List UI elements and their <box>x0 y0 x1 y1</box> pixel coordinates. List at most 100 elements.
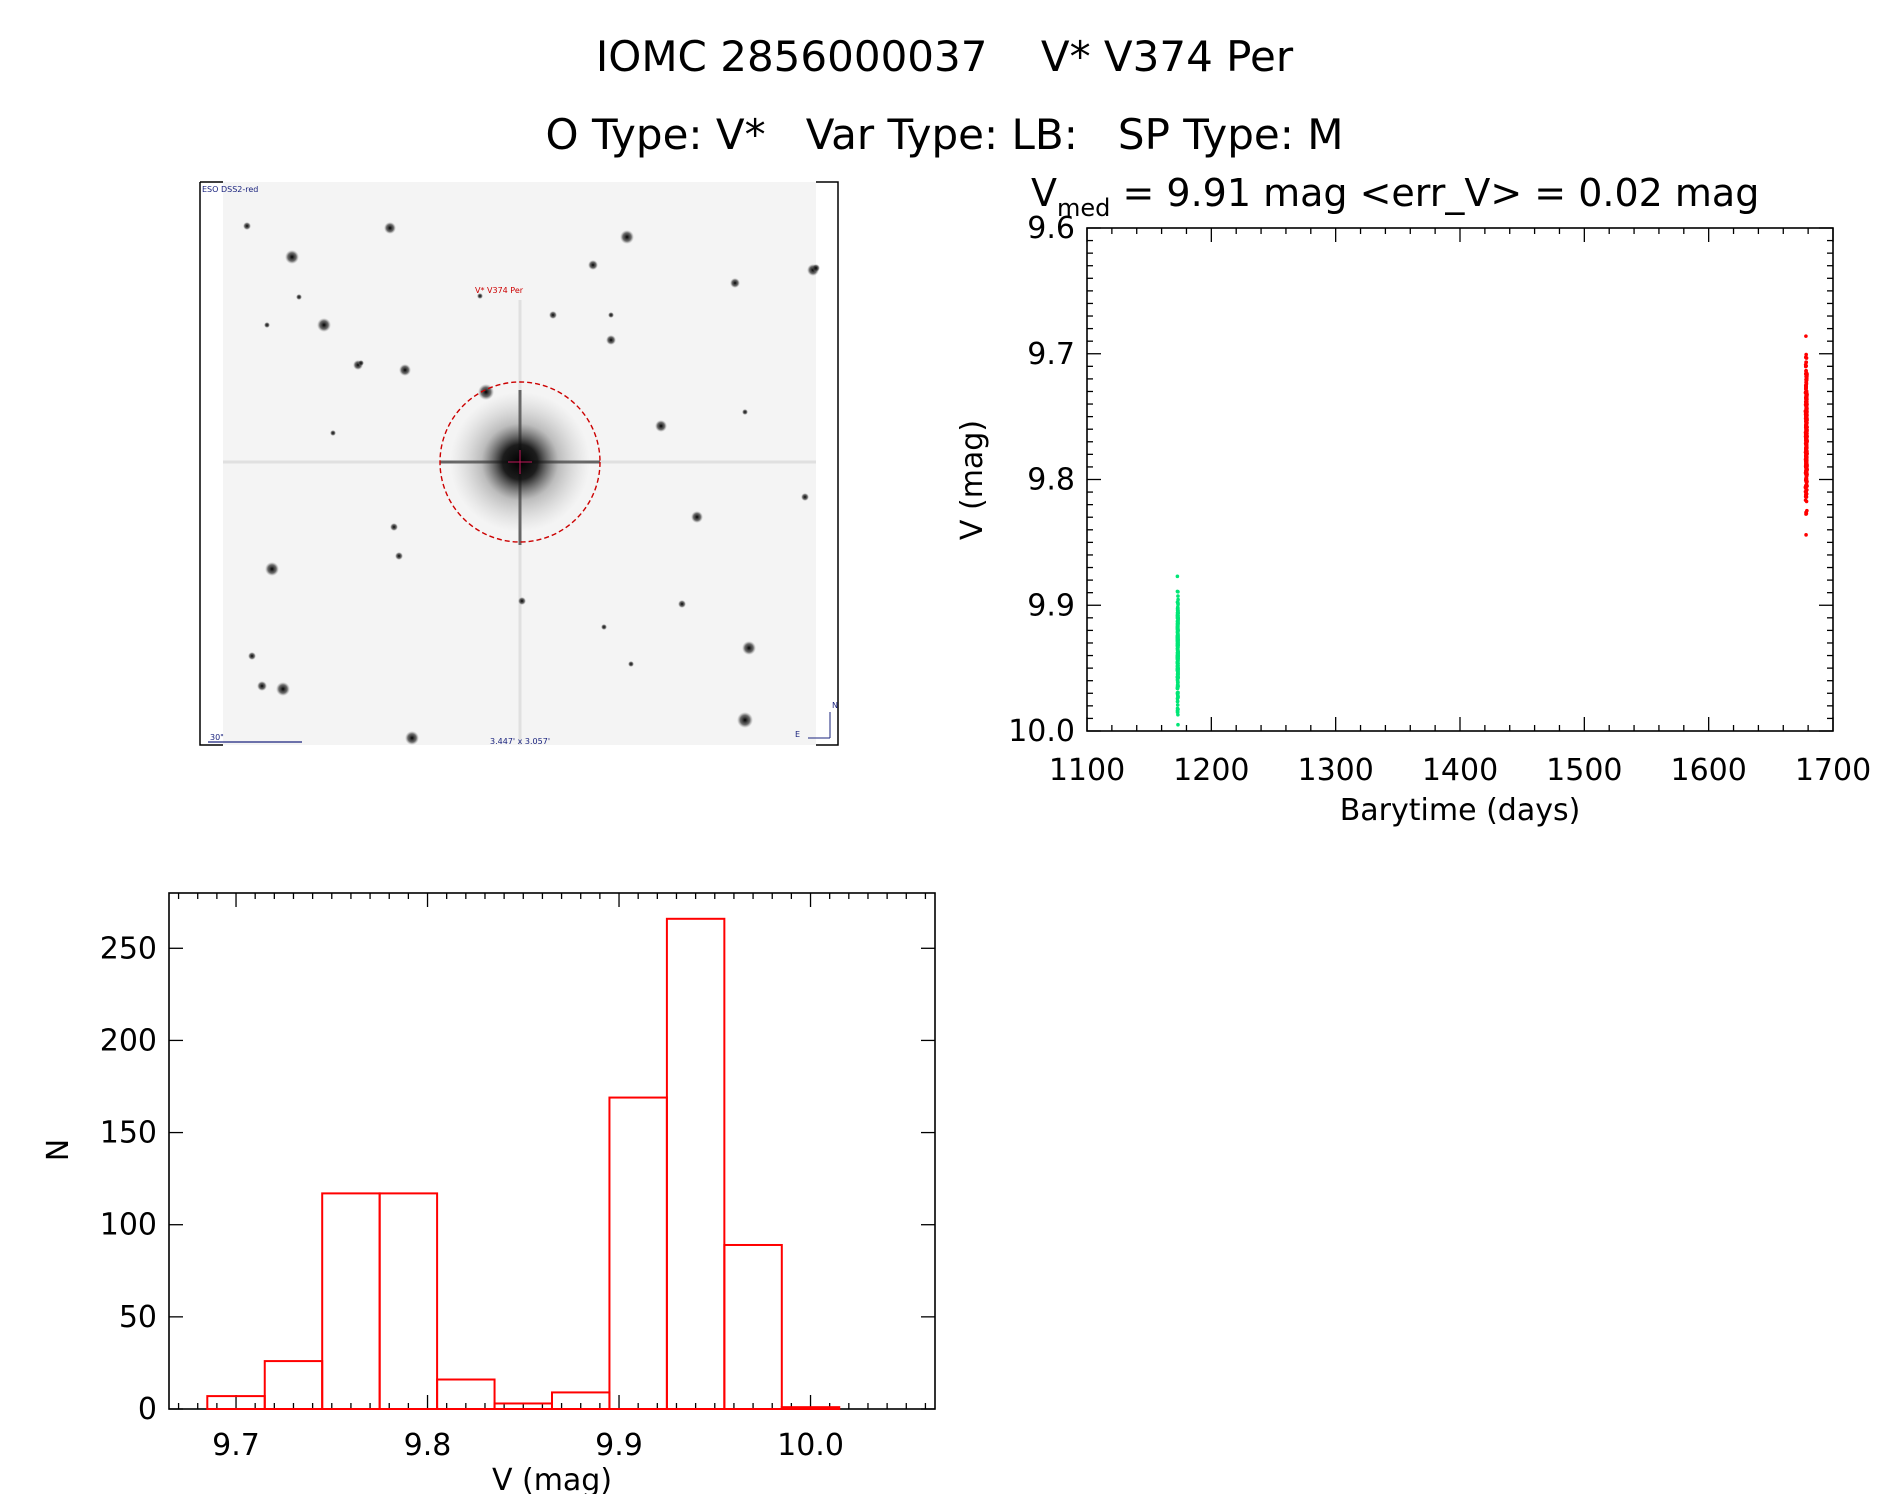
lc-point-red <box>1803 355 1808 360</box>
field-star <box>606 335 616 345</box>
sky-frame-right <box>816 181 839 746</box>
lc-ytick-label: 9.6 <box>1027 211 1075 246</box>
lc-point-red <box>1804 352 1808 357</box>
lc-xtick-label: 1300 <box>1297 753 1373 788</box>
light-curve-points <box>1175 334 1809 727</box>
hist-ytick-label: 200 <box>100 1023 157 1058</box>
lc-point-green <box>1175 675 1180 679</box>
lc-point-green <box>1176 606 1180 611</box>
light-curve-xlabel: Barytime (days) <box>1340 793 1581 828</box>
field-star <box>384 222 396 234</box>
scale-label: 30" <box>210 733 224 742</box>
lc-point-red <box>1804 334 1808 338</box>
hist-xtick-label: 9.9 <box>595 1428 643 1463</box>
lc-point-red <box>1804 429 1808 434</box>
figure-title: IOMC 2856000037 V* V374 Per <box>595 32 1294 81</box>
lc-point-red <box>1804 436 1808 441</box>
histogram-bar <box>780 1406 841 1410</box>
field-star <box>399 364 411 376</box>
field-star <box>742 409 748 415</box>
compass-north-label: N <box>832 701 838 710</box>
sky-image-panel: ESO DSS2-red V* V374 Per 30" 3.447' x 3.… <box>199 181 839 746</box>
field-star <box>801 493 809 501</box>
field-star <box>478 384 494 400</box>
lc-point-red <box>1804 533 1808 537</box>
field-star <box>588 260 598 270</box>
vmed-symbol: V <box>1031 171 1057 215</box>
lc-point-red <box>1804 419 1808 424</box>
lc-point-red <box>1804 449 1809 453</box>
light-curve-title: Vmed = 9.91 mag <err_V> = 0.02 mag <box>1031 171 1759 222</box>
field-star <box>317 318 331 332</box>
lc-ytick-label: 9.8 <box>1027 463 1075 498</box>
lc-point-red <box>1804 499 1809 504</box>
lc-xtick-label: 1100 <box>1049 753 1125 788</box>
hist-xtick-label: 10.0 <box>777 1428 844 1463</box>
lc-point-green <box>1175 633 1180 637</box>
light-curve-ylabel: V (mag) <box>955 420 990 540</box>
lc-point-green <box>1176 597 1180 602</box>
field-star <box>608 312 614 318</box>
lc-point-red <box>1805 392 1809 397</box>
histogram-bar <box>378 1192 439 1411</box>
lc-point-green <box>1176 722 1180 727</box>
target-label: V* V374 Per <box>475 286 524 295</box>
field-star <box>742 641 756 655</box>
lc-point-red <box>1803 399 1808 404</box>
lc-point-red <box>1805 508 1809 513</box>
lc-xtick-label: 1200 <box>1173 753 1249 788</box>
lc-point-green <box>1176 602 1180 607</box>
field-star <box>812 264 820 272</box>
lc-point-green <box>1175 660 1180 665</box>
lc-point-red <box>1803 494 1808 499</box>
lc-point-green <box>1176 651 1180 655</box>
hist-ytick-label: 0 <box>138 1392 157 1427</box>
lc-ytick-label: 10.0 <box>1008 714 1075 749</box>
lc-point-red <box>1804 382 1809 387</box>
field-star <box>601 624 607 630</box>
field-star <box>390 523 398 531</box>
histogram-bar <box>263 1360 324 1410</box>
light-curve-ticks: 1100 1200 1300 1400 1500 1600 1700 9.6 9.7 9.8 9.9… <box>1008 211 1871 788</box>
lc-point-green <box>1176 653 1180 658</box>
lc-xtick-label: 1400 <box>1422 753 1498 788</box>
field-star <box>257 681 267 691</box>
lc-point-green <box>1176 644 1180 648</box>
lc-point-red <box>1803 416 1808 421</box>
lc-point-red <box>1804 371 1809 375</box>
lc-point-green <box>1175 703 1180 707</box>
lc-point-green <box>1176 589 1180 594</box>
lc-point-red <box>1804 462 1809 466</box>
hist-ytick-label: 250 <box>100 931 157 966</box>
lc-point-green <box>1175 699 1180 704</box>
hist-ytick-label: 50 <box>119 1300 157 1335</box>
lc-point-green <box>1176 707 1180 712</box>
lc-point-green <box>1175 627 1180 632</box>
hist-xtick-label: 9.7 <box>212 1428 260 1463</box>
hist-xtick-label: 9.8 <box>404 1428 452 1463</box>
field-star <box>395 552 403 560</box>
lc-point-green <box>1176 611 1180 615</box>
field-star <box>691 511 703 523</box>
field-star <box>477 293 483 299</box>
histogram-ticks: 9.7 9.8 9.9 10.0 0 50 100 150 200 250 <box>100 893 935 1463</box>
light-curve-plot: Vmed = 9.91 mag <err_V> = 0.02 mag 1100 1… <box>955 171 1871 828</box>
lc-point-green <box>1176 594 1180 598</box>
lc-point-green <box>1175 574 1180 579</box>
lc-point-red <box>1805 467 1809 471</box>
field-star <box>264 322 270 328</box>
lc-point-red <box>1804 395 1808 400</box>
field-star <box>285 250 299 264</box>
lc-point-green <box>1175 639 1180 644</box>
field-star <box>737 712 753 728</box>
lc-point-red <box>1804 407 1809 412</box>
histogram-plot: 9.7 9.8 9.9 10.0 0 50 100 150 200 250 V (mag) N <box>41 892 936 1494</box>
lc-point-red <box>1804 483 1809 487</box>
field-star <box>265 562 279 576</box>
lc-point-green <box>1175 690 1180 695</box>
lc-xtick-label: 1700 <box>1795 753 1871 788</box>
lc-point-red <box>1804 364 1809 368</box>
field-star <box>243 222 251 230</box>
field-star <box>620 230 634 244</box>
